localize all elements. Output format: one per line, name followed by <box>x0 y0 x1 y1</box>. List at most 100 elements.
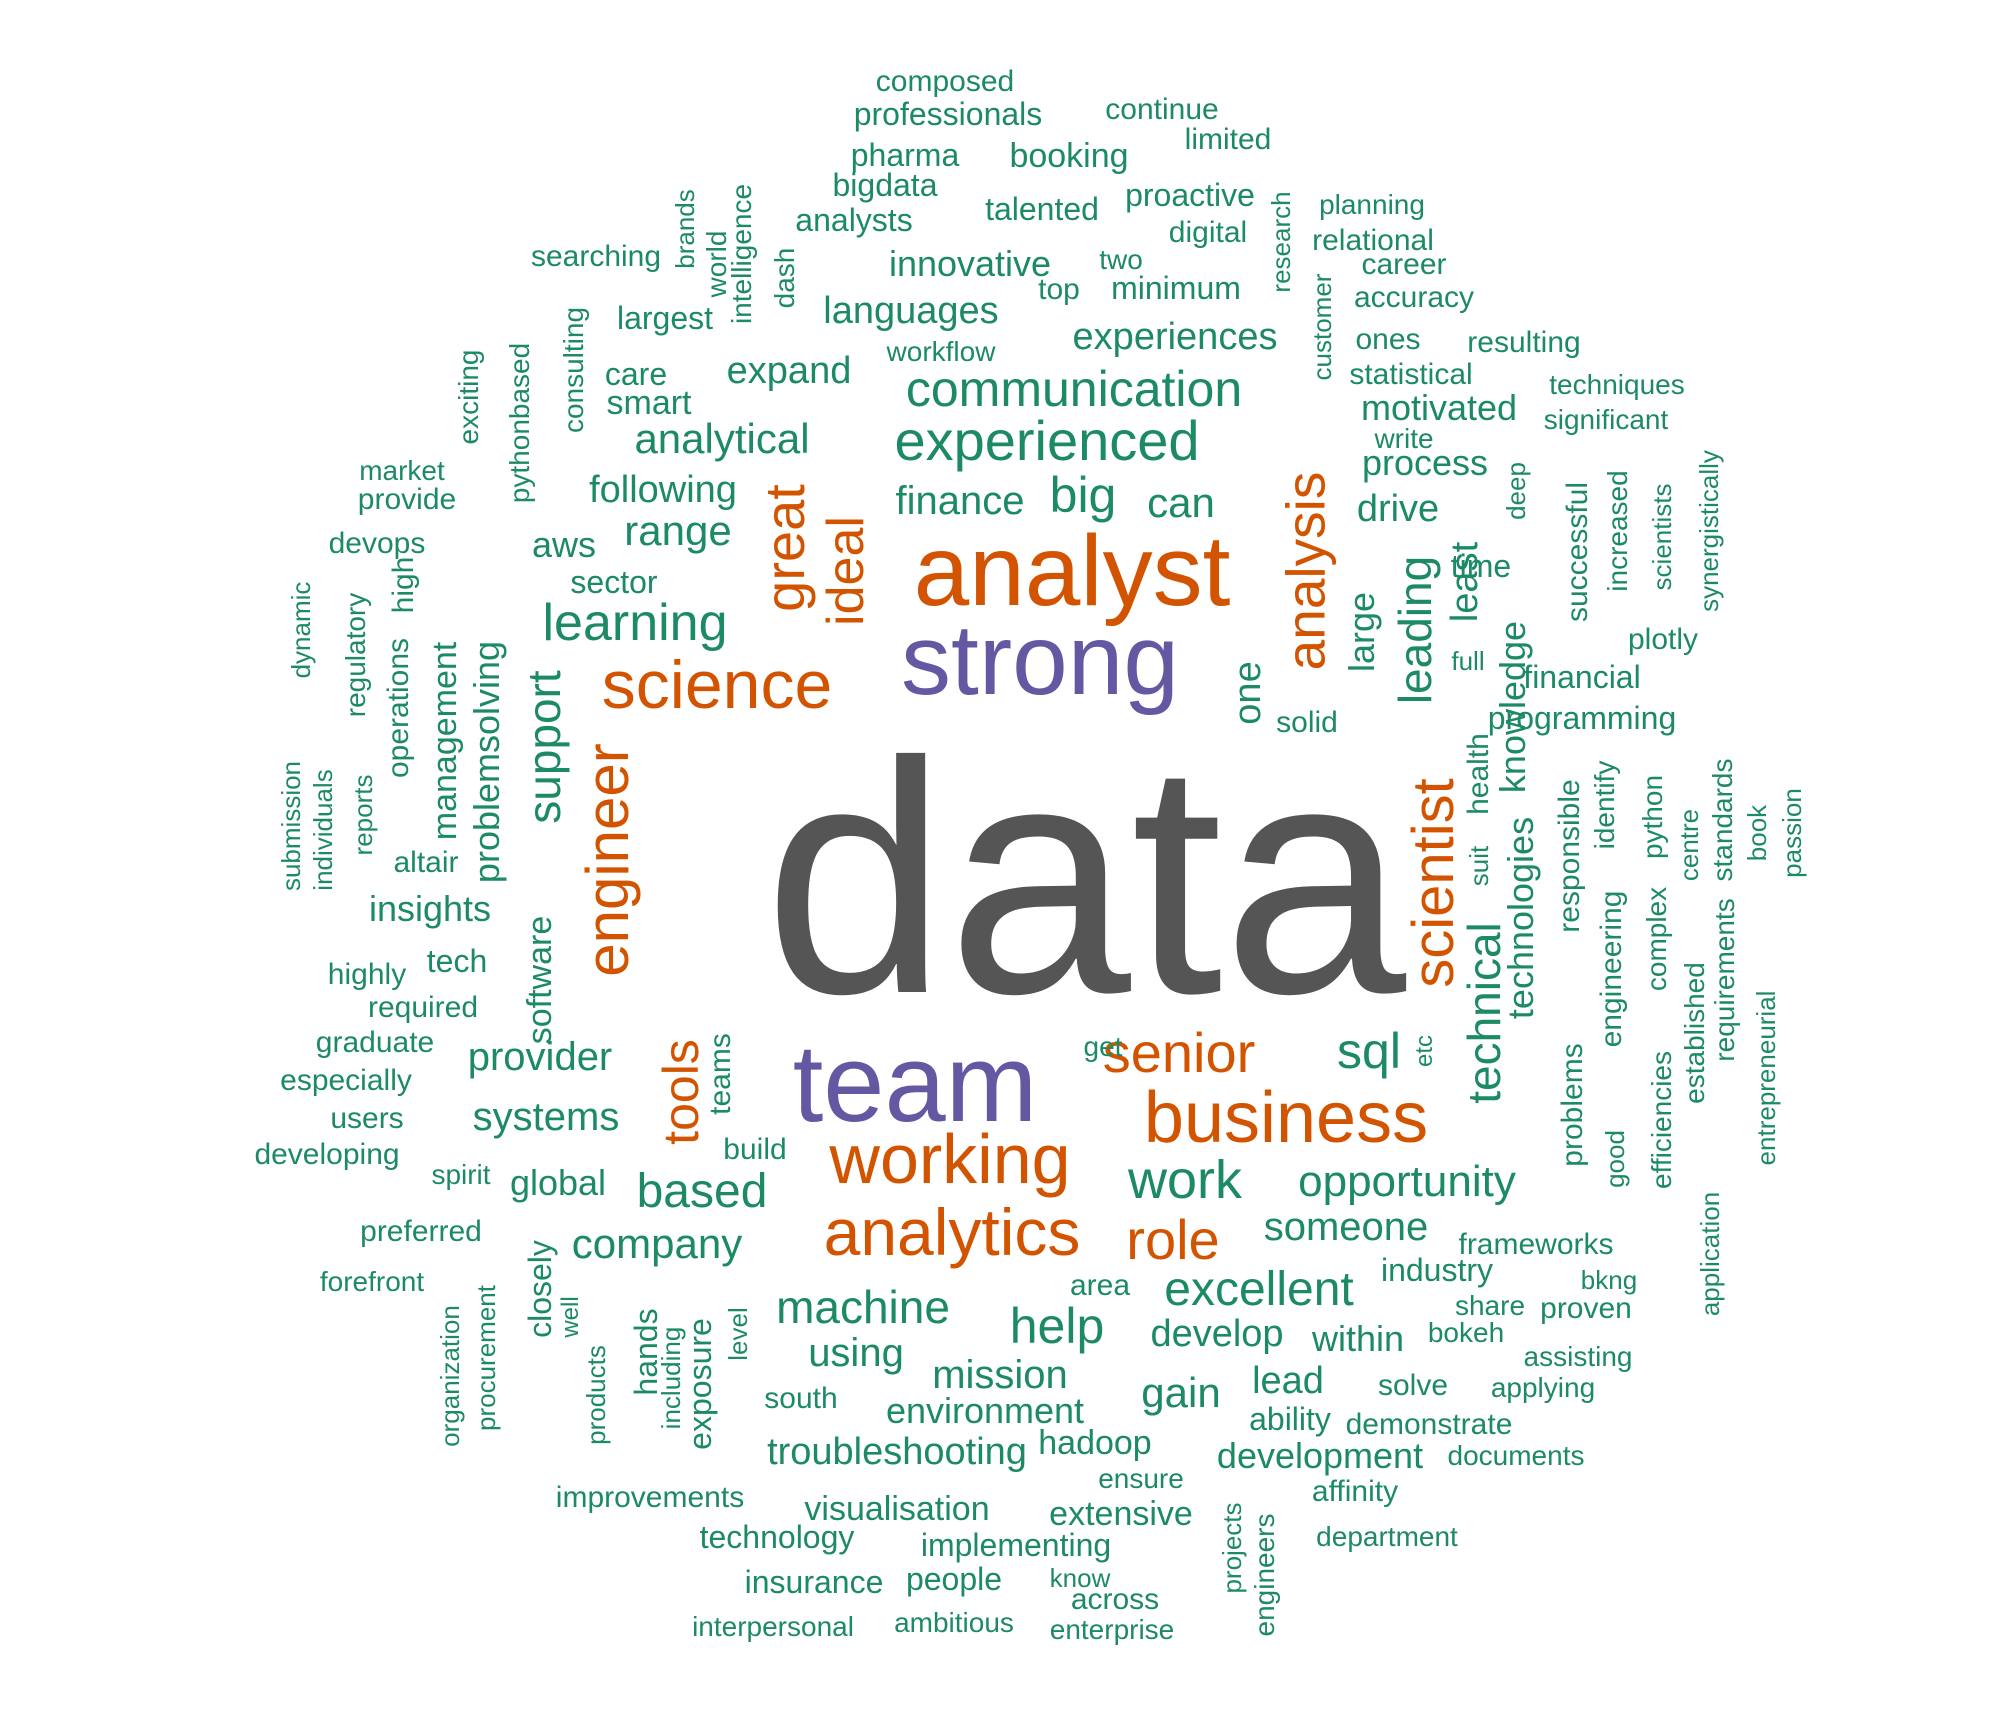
word-analysis: analysis <box>1274 471 1337 671</box>
word-mission: mission <box>932 1353 1068 1397</box>
word-strong: strong <box>901 604 1179 716</box>
word-big: big <box>1049 467 1117 523</box>
word-etc: etc <box>1411 1034 1438 1068</box>
word-requirements: requirements <box>1709 898 1740 1062</box>
word-health: health <box>1462 733 1495 815</box>
word-deep: deep <box>1501 462 1531 520</box>
word-bokeh: bokeh <box>1427 1317 1505 1348</box>
word-procurement: procurement <box>471 1285 501 1431</box>
word-motivated: motivated <box>1360 387 1518 428</box>
word-documents: documents <box>1447 1440 1585 1471</box>
word-financial: financial <box>1523 659 1641 695</box>
word-synergistically: synergistically <box>1694 450 1724 612</box>
word-aws: aws <box>531 524 597 565</box>
word-working: working <box>829 1120 1071 1198</box>
word-relational: relational <box>1312 224 1434 257</box>
word-increased: increased <box>1602 470 1633 592</box>
word-team: team <box>792 1022 1038 1145</box>
word-time: time <box>1450 548 1512 584</box>
word-engineering: engineering <box>1595 890 1628 1048</box>
word-write: write <box>1374 423 1434 454</box>
word-talented: talented <box>985 191 1099 227</box>
word-significant: significant <box>1543 404 1669 435</box>
word-engineers: engineers <box>1249 1513 1280 1637</box>
word-scientist: scientist <box>1401 778 1466 988</box>
word-machine: machine <box>776 1281 950 1333</box>
word-statistical: statistical <box>1349 358 1473 391</box>
word-exposure: exposure <box>682 1318 718 1450</box>
word-analytics: analytics <box>823 1195 1081 1269</box>
word-identify: identify <box>1589 760 1620 850</box>
word-across: across <box>1070 1583 1160 1616</box>
word-entrepreneurial: entrepreneurial <box>1751 990 1781 1166</box>
word-pharma: pharma <box>850 137 960 173</box>
word-developing: developing <box>254 1138 400 1171</box>
word-visualisation: visualisation <box>804 1490 990 1528</box>
word-good: good <box>1600 1130 1630 1188</box>
word-help: help <box>1009 1298 1105 1354</box>
word-technology: technology <box>699 1519 855 1555</box>
word-full: full <box>1451 646 1485 676</box>
word-minimum: minimum <box>1111 270 1241 306</box>
word-dynamic: dynamic <box>286 581 316 679</box>
word-provider: provider <box>467 1035 613 1079</box>
word-required: required <box>367 991 479 1024</box>
word-experienced: experienced <box>894 409 1200 472</box>
word-programming: programming <box>1487 700 1677 736</box>
word-large: large <box>1341 591 1382 673</box>
word-frameworks: frameworks <box>1458 1228 1614 1261</box>
word-assisting: assisting <box>1523 1341 1633 1372</box>
word-python: python <box>1637 774 1668 860</box>
word-analysts: analysts <box>795 202 913 238</box>
word-analytical: analytical <box>634 415 810 462</box>
word-workflow: workflow <box>886 336 996 367</box>
word-passion: passion <box>1777 788 1807 878</box>
word-efficiencies: efficiencies <box>1646 1050 1677 1190</box>
word-devops: devops <box>328 527 426 560</box>
word-booking: booking <box>1009 137 1129 175</box>
word-plotly: plotly <box>1627 623 1699 656</box>
word-work: work <box>1127 1150 1243 1210</box>
word-especially: especially <box>280 1064 412 1097</box>
word-book: book <box>1742 804 1772 862</box>
word-reports: reports <box>348 774 378 856</box>
word-gain: gain <box>1141 1369 1221 1416</box>
word-pythonbased: pythonbased <box>504 342 535 504</box>
word-insurance: insurance <box>744 1564 884 1600</box>
word-tech: tech <box>426 943 488 979</box>
word-well: well <box>557 1296 584 1338</box>
word-build: build <box>723 1133 787 1166</box>
word-regulatory: regulatory <box>340 592 371 718</box>
word-science: science <box>601 647 833 723</box>
word-digital: digital <box>1168 216 1248 249</box>
word-lead: lead <box>1252 1360 1324 1402</box>
word-support: support <box>518 670 570 824</box>
word-responsible: responsible <box>1553 779 1586 933</box>
word-share: share <box>1454 1290 1526 1321</box>
word-organization: organization <box>435 1305 465 1447</box>
word-interpersonal: interpersonal <box>692 1611 854 1642</box>
word-excellent: excellent <box>1164 1263 1354 1316</box>
word-solve: solve <box>1377 1369 1449 1402</box>
word-software: software <box>521 915 559 1045</box>
word-can: can <box>1147 479 1215 526</box>
word-expand: expand <box>726 350 852 392</box>
word-role: role <box>1126 1208 1220 1271</box>
word-care: care <box>604 356 668 392</box>
word-preferred: preferred <box>360 1215 482 1248</box>
word-get: get <box>1083 1031 1123 1062</box>
word-established: established <box>1679 962 1710 1104</box>
word-business: business <box>1143 1078 1429 1158</box>
word-standards: standards <box>1707 758 1738 882</box>
word-application: application <box>1695 1191 1725 1317</box>
word-accuracy: accuracy <box>1353 281 1475 314</box>
word-consulting: consulting <box>558 306 589 434</box>
word-great: great <box>753 484 816 612</box>
word-development: development <box>1216 1435 1424 1476</box>
word-ones: ones <box>1355 323 1421 356</box>
word-senior: senior <box>1102 1021 1256 1084</box>
word-know: know <box>1049 1563 1111 1593</box>
word-composed: composed <box>875 65 1015 98</box>
word-problemsolving: problemsolving <box>466 640 507 884</box>
word-products: products <box>581 1345 611 1445</box>
